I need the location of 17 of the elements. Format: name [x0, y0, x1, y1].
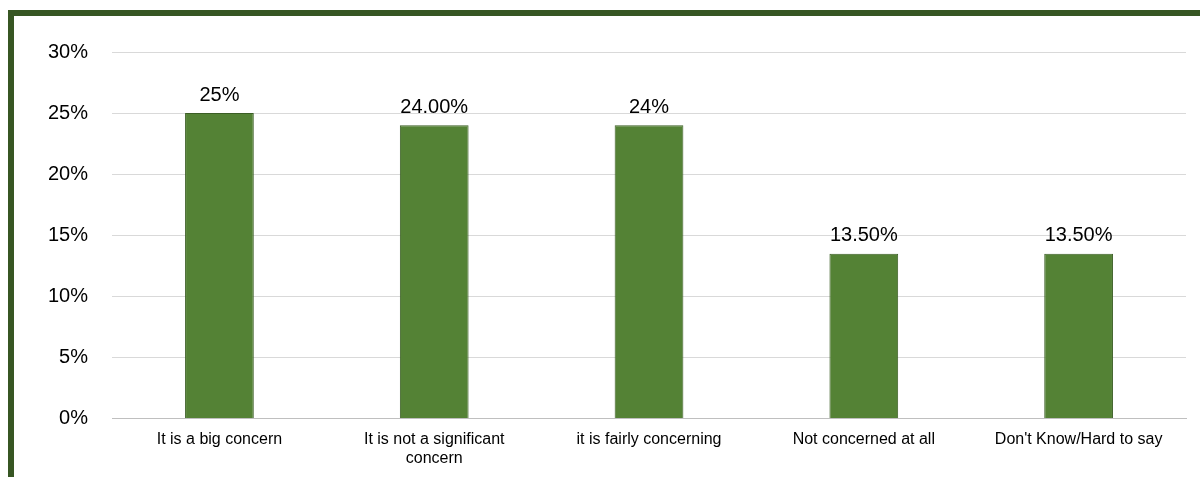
x-tick-label: Don't Know/Hard to say: [994, 429, 1163, 447]
y-tick-label: 10%: [48, 283, 89, 306]
x-tick-label: It is a big concern: [156, 429, 283, 447]
data-label: 13.50%: [829, 223, 898, 246]
x-tick-label: it is fairly concerning: [576, 429, 722, 447]
data-label: 13.50%: [1044, 223, 1113, 246]
x-tick-label: Not concerned at all: [792, 429, 935, 447]
y-tick-label: 0%: [59, 406, 89, 429]
y-tick-label: 15%: [48, 222, 89, 245]
y-tick-label: 30%: [48, 39, 89, 62]
data-label: 24%: [629, 94, 670, 117]
y-tick-label: 20%: [48, 161, 89, 184]
y-tick-label: 5%: [59, 345, 89, 368]
x-tick-label: It is not a significant concern: [363, 429, 506, 466]
data-label: 25%: [199, 82, 240, 105]
y-tick-label: 25%: [48, 100, 89, 123]
data-label: 24.00%: [400, 94, 469, 117]
